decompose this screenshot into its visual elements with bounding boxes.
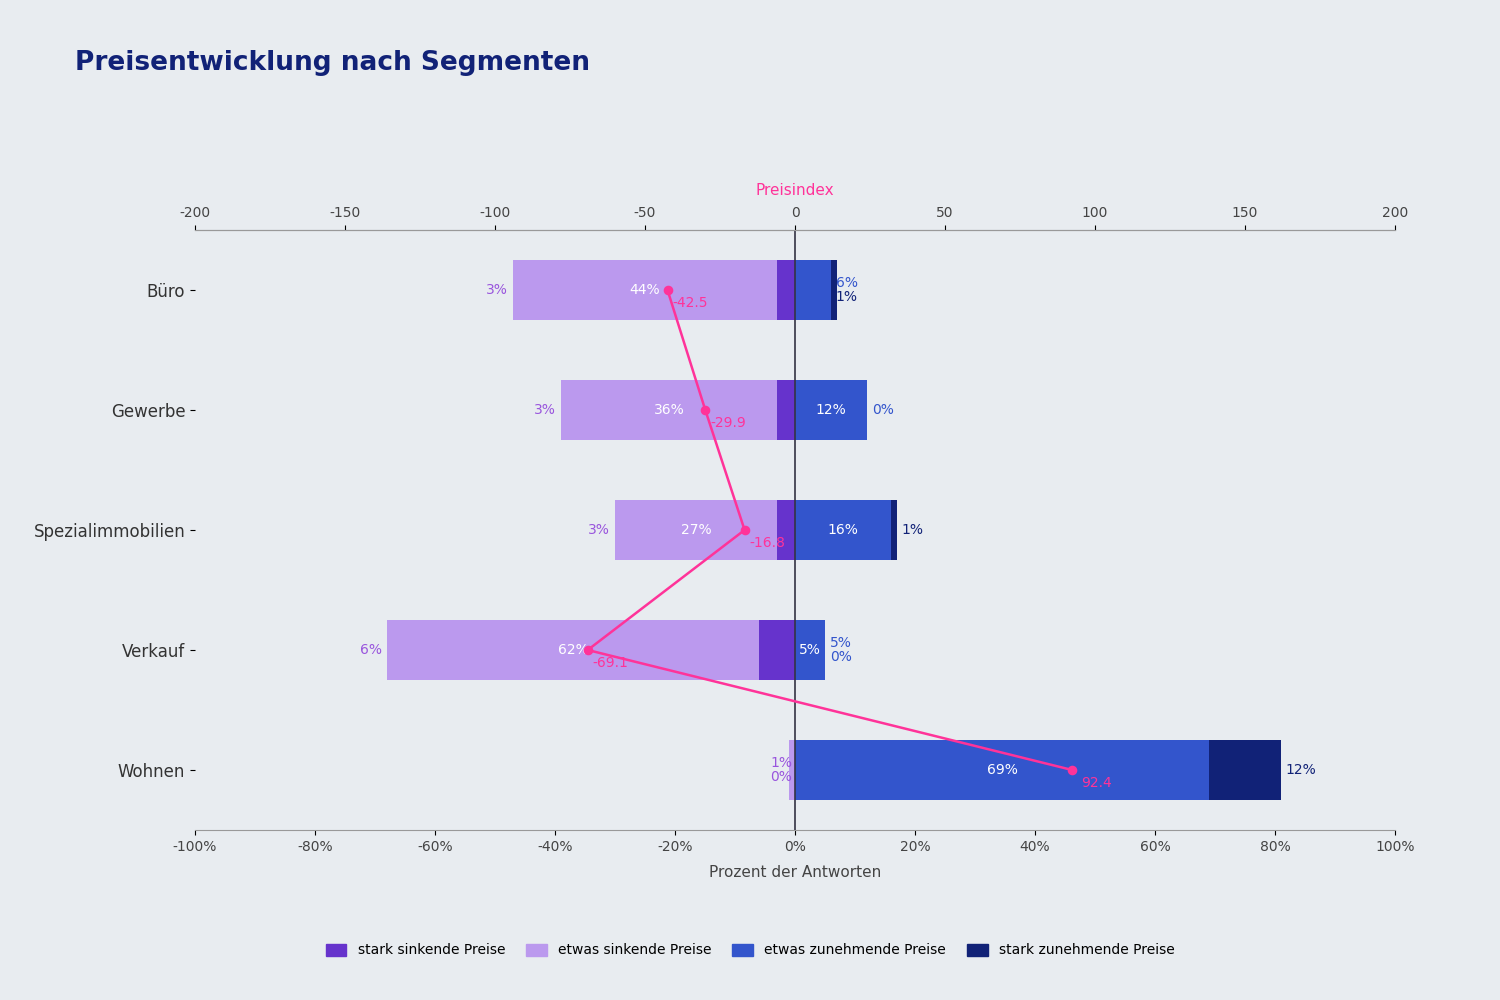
Bar (759, 620, 795, 680)
X-axis label: Prozent der Antworten: Prozent der Antworten (710, 865, 880, 880)
Text: 6%: 6% (836, 276, 858, 290)
Bar (513, 260, 777, 320)
Bar (777, 260, 795, 320)
Text: 36%: 36% (654, 403, 684, 417)
Legend: stark sinkende Preise, etwas sinkende Preise, etwas zunehmende Preise, stark zun: stark sinkende Preise, etwas sinkende Pr… (320, 938, 1180, 963)
X-axis label: Preisindex: Preisindex (756, 183, 834, 198)
Text: 3%: 3% (486, 283, 508, 297)
Text: -29.9: -29.9 (710, 416, 746, 430)
Text: 1%: 1% (902, 523, 924, 537)
Text: 1%: 1% (836, 290, 858, 304)
Bar (777, 500, 795, 560)
Point (693, 402, 717, 418)
Bar (561, 380, 777, 440)
Point (576, 642, 600, 658)
Bar (615, 500, 777, 560)
Bar (795, 620, 825, 680)
Bar (1209, 740, 1281, 800)
Text: 44%: 44% (630, 283, 660, 297)
Text: 0%: 0% (830, 650, 852, 664)
Text: 1%: 1% (770, 756, 792, 770)
Point (656, 282, 680, 298)
Bar (891, 500, 897, 560)
Point (1060, 762, 1084, 778)
Text: 6%: 6% (360, 643, 382, 657)
Bar (831, 260, 837, 320)
Bar (789, 740, 795, 800)
Bar (795, 740, 1209, 800)
Bar (387, 620, 759, 680)
Text: 0%: 0% (770, 770, 792, 784)
Text: 0%: 0% (871, 403, 894, 417)
Text: 5%: 5% (830, 636, 852, 650)
Text: 62%: 62% (558, 643, 588, 657)
Text: 69%: 69% (987, 763, 1017, 777)
Text: 3%: 3% (534, 403, 556, 417)
Bar (795, 380, 867, 440)
Text: -69.1: -69.1 (592, 656, 628, 670)
Text: 92.4: 92.4 (1082, 776, 1112, 790)
Text: 3%: 3% (588, 523, 610, 537)
Bar (777, 380, 795, 440)
Text: -16.8: -16.8 (750, 536, 786, 550)
Text: 12%: 12% (816, 403, 846, 417)
Bar (795, 500, 891, 560)
Text: 5%: 5% (800, 643, 820, 657)
Text: 12%: 12% (1286, 763, 1317, 777)
Text: 27%: 27% (681, 523, 711, 537)
Point (732, 522, 756, 538)
Text: Preisentwicklung nach Segmenten: Preisentwicklung nach Segmenten (75, 50, 590, 76)
Bar (795, 260, 831, 320)
Text: 16%: 16% (828, 523, 858, 537)
Text: -42.5: -42.5 (672, 296, 708, 310)
